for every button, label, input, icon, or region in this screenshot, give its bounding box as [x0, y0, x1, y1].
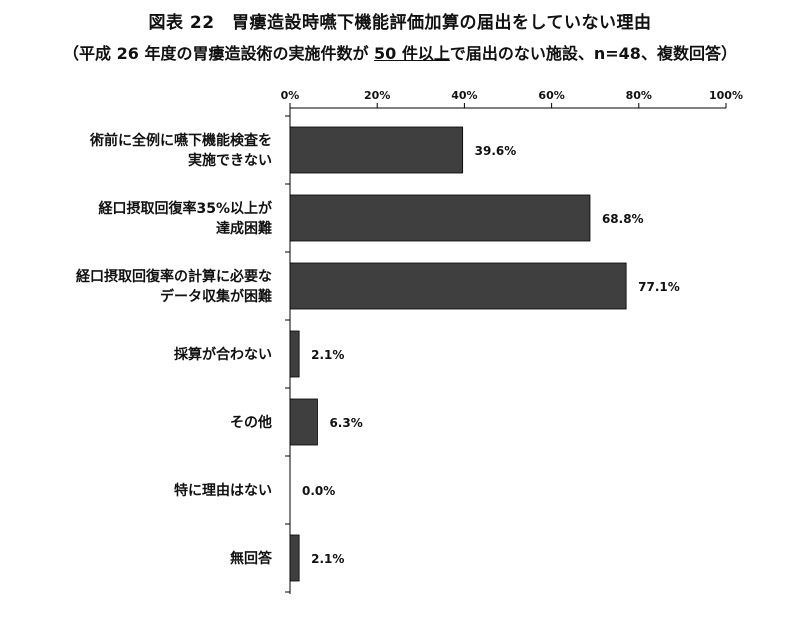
- category-label: 術前に全例に嚥下機能検査を: [89, 132, 272, 149]
- data-label: 2.1%: [311, 348, 344, 362]
- bar: [289, 330, 300, 378]
- subtitle-suffix: で届出のない施設、n=48、複数回答）: [449, 44, 737, 63]
- x-tick-label: 40%: [451, 89, 477, 102]
- bar: [289, 262, 627, 310]
- data-label: 39.6%: [475, 144, 517, 158]
- chart-title: 図表 22 胃瘻造設時嚥下機能評価加算の届出をしていない理由: [148, 13, 652, 33]
- category-label: 経口摂取回復率の計算に必要な: [76, 268, 272, 285]
- category-label: 実施できない: [188, 152, 272, 169]
- category-label: 採算が合わない: [174, 346, 272, 363]
- bar: [289, 398, 318, 446]
- data-label: 6.3%: [329, 416, 362, 430]
- category-label: 達成困難: [216, 220, 272, 237]
- category-label: データ収集が困難: [160, 288, 272, 305]
- data-label: 2.1%: [311, 552, 344, 566]
- category-label: その他: [230, 414, 272, 431]
- data-label: 68.8%: [602, 212, 644, 226]
- category-label: 無回答: [230, 550, 273, 567]
- category-label: 特に理由はない: [174, 482, 272, 499]
- category-label: 経口摂取回復率35%以上が: [98, 200, 273, 217]
- data-label: 77.1%: [638, 280, 680, 294]
- bar: [289, 126, 464, 174]
- x-tick-label: 100%: [709, 89, 743, 102]
- x-tick-label: 0%: [281, 89, 300, 102]
- x-tick-label: 80%: [626, 89, 652, 102]
- subtitle-underlined: 50 件以上: [374, 44, 450, 63]
- x-tick-label: 60%: [538, 89, 564, 102]
- x-tick-label: 20%: [364, 89, 390, 102]
- chart-subtitle: （平成 26 年度の胃瘻造設術の実施件数が 50 件以上で届出のない施設、n=4…: [0, 40, 800, 64]
- data-label: 0.0%: [302, 484, 335, 498]
- subtitle-prefix: （平成 26 年度の胃瘻造設術の実施件数が: [63, 44, 375, 63]
- bar: [289, 194, 591, 242]
- bar: [289, 534, 300, 582]
